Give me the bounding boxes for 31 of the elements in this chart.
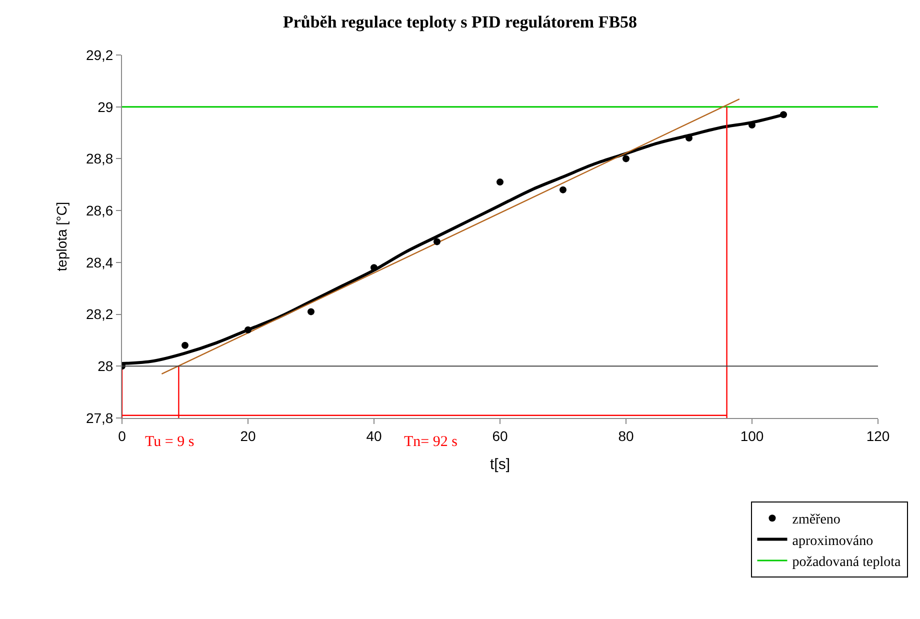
x-tick-label: 20 [240,428,256,444]
y-tick-label: 28,8 [86,150,114,167]
legend-label: požadovaná teplota [792,554,902,570]
x-tick-label: 60 [492,428,508,444]
point [182,342,188,349]
y-tick-label: 28,2 [86,306,114,322]
y-tick-label: 29,2 [86,46,114,63]
point [780,111,787,118]
legend-label: změřeno [792,512,840,528]
point [622,155,630,162]
x-tick-label: 100 [740,428,764,444]
y-tick-label: 28,4 [86,254,114,270]
point [308,308,314,316]
x-tick-label: 40 [366,428,382,444]
y-tick-label: 27,8 [86,410,114,426]
annotation: Tu = 9 s [145,434,194,450]
y-tick-label: 29 [98,98,114,115]
x-tick-label: 80 [618,428,634,444]
x-axis-title: t[s] [490,456,510,473]
y-axis-title: teplota [°C] [54,202,70,272]
x-tick-label: 0 [118,428,126,444]
annotation: Tn= 92 s [404,434,458,450]
point [496,178,504,186]
point [244,326,252,334]
point [434,238,440,246]
y-tick-label: 28,6 [86,202,114,218]
x-tick-label: 120 [866,428,890,444]
legend-label: aproximováno [792,534,874,549]
chart-title: Průběh regulace teploty s PID regulátorem FB58 [282,12,638,32]
y-tick-label: 28 [98,358,114,374]
point [560,186,566,194]
